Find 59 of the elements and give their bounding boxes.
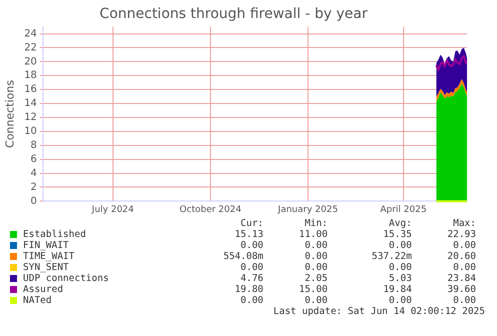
text: 23.84 — [446, 273, 477, 284]
y-axis-title: Connections — [3, 80, 16, 148]
text: Min: — [304, 218, 329, 229]
text: 20.60 — [446, 251, 477, 262]
text: 19.84 — [382, 284, 413, 295]
y-tick-label: 16 — [24, 84, 37, 96]
x-tick-label: April 2025 — [380, 204, 427, 215]
text: 22.93 — [446, 229, 477, 240]
text: Avg: — [388, 218, 413, 229]
y-tick-label: 0 — [30, 196, 37, 207]
text: 19.80 — [234, 284, 264, 295]
text: 554.08m — [222, 251, 264, 262]
text: 15.13 — [234, 229, 264, 240]
text: 0.00 — [304, 240, 329, 251]
legend-label: UDP connections — [23, 273, 109, 284]
text: Last update: Sat Jun 14 02:00:12 2025 — [272, 306, 485, 317]
x-tick-label: October 2024 — [180, 204, 242, 215]
text: 0.00 — [452, 240, 477, 251]
legend-label: SYN_SENT — [23, 262, 69, 273]
text: 0.00 — [304, 251, 329, 262]
y-tick-label: 24 — [24, 28, 37, 40]
text: 15.35 — [382, 229, 413, 240]
text: 0.00 — [452, 262, 477, 273]
text: 0.00 — [240, 240, 264, 251]
text: 11.00 — [298, 229, 329, 240]
x-tick-label: January 2025 — [277, 204, 338, 215]
chart-title: Connections through firewall - by year — [100, 6, 368, 22]
text: 0.00 — [240, 295, 264, 306]
y-tick-label: 12 — [24, 112, 37, 124]
y-tick-label: 22 — [24, 42, 37, 54]
text: 15.00 — [298, 284, 329, 295]
text: 0.00 — [304, 295, 329, 306]
text: 5.03 — [388, 273, 413, 284]
text: 2.05 — [304, 273, 329, 284]
y-tick-label: 14 — [24, 98, 37, 110]
legend-label: TIME_WAIT — [23, 251, 74, 262]
text: Max: — [452, 218, 477, 229]
text: 537.22m — [370, 251, 413, 262]
legend-label: Established — [23, 229, 86, 240]
text: 0.00 — [304, 262, 329, 273]
y-tick-label: 10 — [24, 126, 37, 138]
y-tick-label: 6 — [30, 154, 37, 165]
text: 0.00 — [452, 295, 477, 306]
text: 0.00 — [388, 295, 413, 306]
y-tick-label: 8 — [30, 140, 37, 151]
y-tick-label: 2 — [30, 182, 37, 193]
text: 0.00 — [388, 240, 413, 251]
legend-label: Assured — [23, 284, 64, 295]
text: 4.76 — [240, 273, 264, 284]
text: Cur: — [240, 218, 264, 229]
text: 0.00 — [240, 262, 264, 273]
y-tick-label: 4 — [30, 168, 37, 179]
legend-label: FIN_WAIT — [23, 240, 69, 251]
y-tick-label: 18 — [24, 70, 37, 82]
y-tick-label: 20 — [24, 56, 37, 68]
x-tick-label: July 2024 — [90, 204, 134, 215]
legend-label: NATed — [23, 295, 52, 306]
text: 0.00 — [388, 262, 413, 273]
text: 39.60 — [446, 284, 477, 295]
